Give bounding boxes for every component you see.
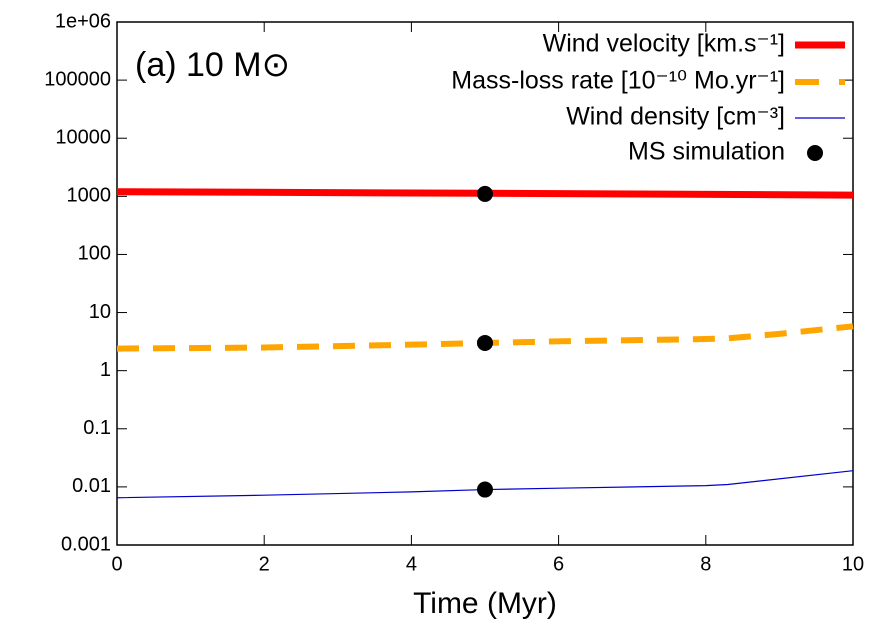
- legend-marker: [807, 145, 823, 161]
- annotation: (a) 10 M⊙: [135, 46, 290, 84]
- y-tick-label: 1e+06: [55, 10, 111, 32]
- data-point: [477, 334, 493, 351]
- legend-label: Mass-loss rate [10⁻¹⁰ Mo.yr⁻¹]: [451, 67, 785, 95]
- y-tick-label: 1: [100, 359, 111, 381]
- y-tick-label: 0.001: [61, 533, 111, 555]
- y-tick-label: 100: [78, 243, 111, 265]
- legend-label: Wind density [cm⁻³]: [566, 103, 785, 131]
- y-tick-label: 0.01: [72, 475, 111, 497]
- x-tick-label: 8: [700, 553, 711, 575]
- x-tick-label: 6: [553, 553, 564, 575]
- data-point: [477, 481, 493, 498]
- x-tick-label: 0: [111, 553, 122, 575]
- legend-label: Wind velocity [km.s⁻¹]: [543, 30, 785, 58]
- y-tick-label: 1000: [67, 185, 112, 207]
- x-tick-label: 10: [842, 553, 864, 575]
- series-line: [116, 470, 854, 499]
- y-tick-label: 10: [89, 301, 111, 323]
- y-tick-label: 100000: [44, 68, 111, 90]
- x-tick-label: 4: [406, 553, 417, 575]
- y-tick-label: 0.1: [83, 417, 111, 439]
- series-line: [116, 323, 854, 352]
- legend-label: MS simulation: [628, 138, 785, 166]
- data-point: [477, 185, 493, 202]
- plot-frame: [116, 21, 854, 546]
- x-tick-label: 2: [259, 553, 270, 575]
- x-axis-label: Time (Myr): [413, 587, 557, 620]
- y-tick-label: 10000: [55, 127, 111, 149]
